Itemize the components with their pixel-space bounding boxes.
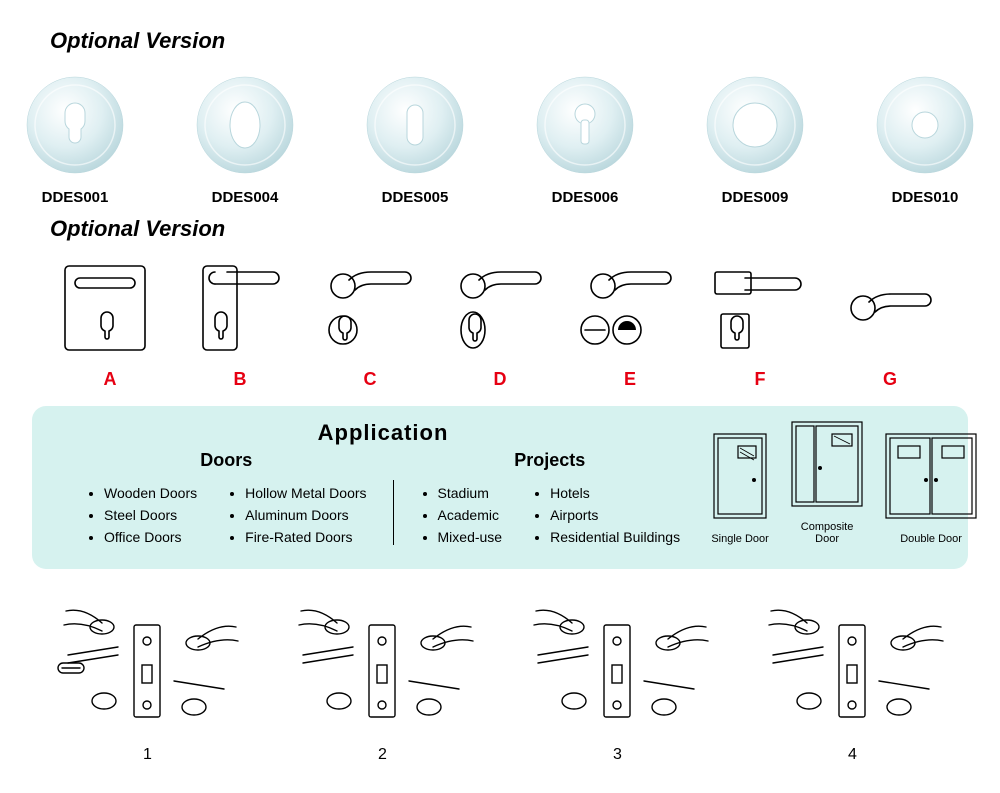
list-item: Residential Buildings <box>550 529 680 545</box>
door-type-composite: Composite Door <box>790 420 864 545</box>
handle-variant-G: G <box>830 258 950 390</box>
handle-variant-A: A <box>50 258 170 390</box>
section2-title: Optional Version <box>50 216 980 242</box>
assembly-2: 2 <box>283 585 483 764</box>
handle-label: D <box>440 369 560 390</box>
application-panel: Application Doors Wooden Doors Steel Door… <box>32 406 968 569</box>
list-item: Academic <box>438 507 503 523</box>
doors-list-2: Hollow Metal Doors Aluminum Doors Fire-Rat… <box>227 479 366 551</box>
assembly-label: 3 <box>518 746 718 764</box>
escutcheon-DDES010: DDES010 <box>870 70 980 206</box>
list-item: Hotels <box>550 485 680 501</box>
handle-variant-B: B <box>180 258 300 390</box>
list-item: Airports <box>550 507 680 523</box>
doors-list-1: Wooden Doors Steel Doors Office Doors <box>86 479 197 551</box>
list-item: Hollow Metal Doors <box>245 485 366 501</box>
application-title: Application <box>66 420 700 446</box>
handle-variant-C: C <box>310 258 430 390</box>
escutcheon-DDES001: DDES001 <box>20 70 130 206</box>
escutcheon-DDES009: DDES009 <box>700 70 810 206</box>
list-item: Office Doors <box>104 529 197 545</box>
escutcheon-label: DDES010 <box>870 189 980 206</box>
handle-row: A B C D E F <box>20 258 980 390</box>
escutcheon-DDES005: DDES005 <box>360 70 470 206</box>
assembly-label: 2 <box>283 746 483 764</box>
list-item: Steel Doors <box>104 507 197 523</box>
escutcheon-DDES004: DDES004 <box>190 70 300 206</box>
projects-heading: Projects <box>420 450 681 471</box>
assembly-label: 4 <box>753 746 953 764</box>
door-type-label: Composite Door <box>790 521 864 545</box>
door-type-label: Double Door <box>884 533 978 545</box>
door-type-single: Single Door <box>710 432 770 545</box>
door-type-double: Double Door <box>884 432 978 545</box>
list-item: Stadium <box>438 485 503 501</box>
escutcheon-DDES006: DDES006 <box>530 70 640 206</box>
handle-variant-D: D <box>440 258 560 390</box>
escutcheon-row: DDES001 DDES004 DDES005 <box>20 70 980 206</box>
assembly-1: 1 <box>48 585 248 764</box>
handle-label: C <box>310 369 430 390</box>
assembly-label: 1 <box>48 746 248 764</box>
list-item: Wooden Doors <box>104 485 197 501</box>
handle-label: A <box>50 369 170 390</box>
list-item: Mixed-use <box>438 529 503 545</box>
doors-heading: Doors <box>86 450 367 471</box>
escutcheon-label: DDES006 <box>530 189 640 206</box>
projects-list-1: Stadium Academic Mixed-use <box>420 479 503 551</box>
door-type-icons: Single Door Composite Door Double Door <box>710 420 978 545</box>
handle-label: E <box>570 369 690 390</box>
section1-title: Optional Version <box>50 28 980 54</box>
divider <box>393 480 394 545</box>
handle-label: G <box>830 369 950 390</box>
assembly-3: 3 <box>518 585 718 764</box>
escutcheon-label: DDES009 <box>700 189 810 206</box>
projects-list-2: Hotels Airports Residential Buildings <box>532 479 680 551</box>
list-item: Aluminum Doors <box>245 507 366 523</box>
assembly-row: 1 2 <box>20 585 980 764</box>
door-type-label: Single Door <box>710 533 770 545</box>
assembly-4: 4 <box>753 585 953 764</box>
handle-label: F <box>700 369 820 390</box>
handle-variant-F: F <box>700 258 820 390</box>
escutcheon-label: DDES005 <box>360 189 470 206</box>
escutcheon-label: DDES001 <box>20 189 130 206</box>
escutcheon-label: DDES004 <box>190 189 300 206</box>
handle-label: B <box>180 369 300 390</box>
handle-variant-E: E <box>570 258 690 390</box>
list-item: Fire-Rated Doors <box>245 529 366 545</box>
